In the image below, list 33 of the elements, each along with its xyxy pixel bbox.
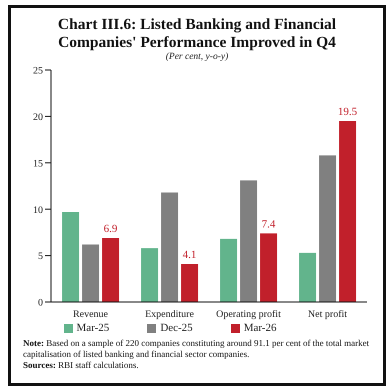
bar — [161, 192, 178, 302]
source-note: Sources: RBI staff calculations. — [23, 360, 140, 371]
legend-label: Mar-25 — [76, 322, 110, 334]
bar — [240, 180, 258, 302]
y-tick-label: 10 — [33, 204, 43, 216]
bar — [141, 248, 158, 302]
x-tick-label: Revenue — [73, 309, 109, 320]
chart-subtitle: (Per cent, y-o-y) — [164, 52, 230, 62]
chart-title: Chart III.6: Listed Banking and Financial Companies' Performance Improved in Q4 — [56, 16, 338, 52]
y-tick-label: 15 — [33, 158, 43, 170]
data-label: 4.1 — [182, 248, 196, 261]
x-tick-label: Operating profit — [216, 309, 282, 320]
x-tick-label: Net profit — [308, 309, 348, 320]
bar — [62, 212, 80, 302]
y-tick-label: 25 — [33, 66, 43, 77]
y-tick-label: 0 — [38, 298, 43, 309]
y-tick-label: 5 — [38, 251, 43, 262]
bar — [220, 238, 238, 302]
text: Note: Based on a sample of 220 companies constituting around 91.1 per cent of the total market capitalisation of listed banking and financial sector companies. — [23, 338, 370, 360]
y-tick-label: 20 — [33, 112, 43, 123]
bar — [299, 252, 316, 302]
bar — [319, 155, 336, 302]
bar — [181, 264, 198, 302]
data-label: 6.9 — [104, 222, 118, 235]
bar — [82, 244, 100, 302]
legend-label: Mar-26 — [244, 322, 276, 334]
bar — [102, 238, 120, 302]
bar — [260, 233, 278, 302]
bar — [339, 121, 356, 302]
data-label: 19.5 — [338, 106, 358, 118]
data-label: 7.4 — [262, 218, 276, 230]
x-tick-label: Expenditure — [145, 309, 194, 320]
legend-label: Dec-25 — [160, 322, 193, 334]
